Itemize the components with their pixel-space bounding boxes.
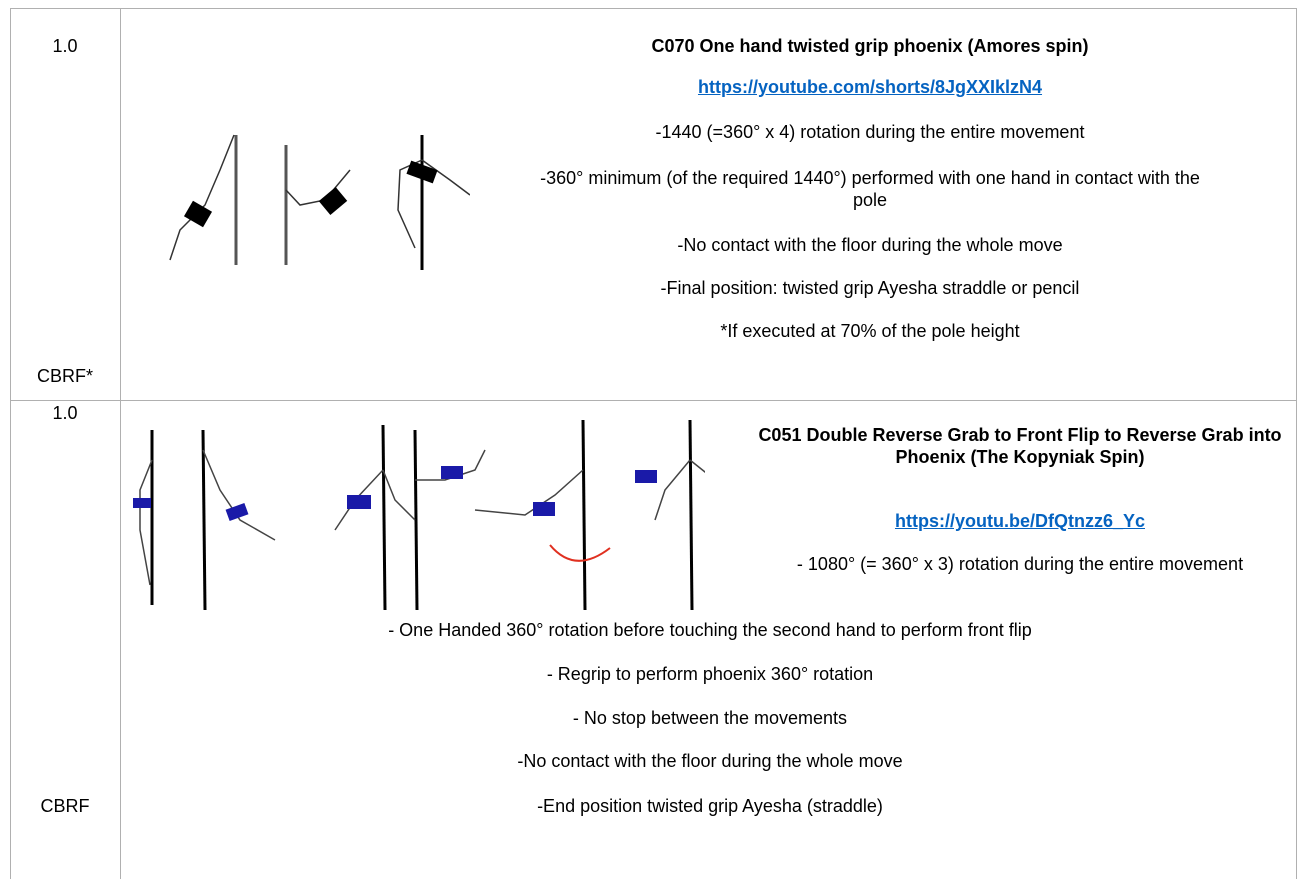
border xyxy=(120,8,121,879)
border xyxy=(10,400,1296,401)
rule-line: -End position twisted grip Ayesha (strad… xyxy=(537,796,883,816)
rule-line: -Final position: twisted grip Ayesha str… xyxy=(660,278,1080,298)
code: CBRF* xyxy=(36,366,93,386)
title: C051 Double Reverse Grab to Front Flip t… xyxy=(758,425,1282,467)
rule-line: -No contact with the floor during the wh… xyxy=(517,751,903,771)
rule-line: -360° minimum (of the required 1440°) pe… xyxy=(540,168,1200,210)
border xyxy=(10,8,11,879)
rule-line: - No stop between the movements xyxy=(572,708,848,728)
rule-line: -No contact with the floor during the wh… xyxy=(677,235,1063,255)
value: 1.0 xyxy=(52,403,78,423)
border xyxy=(1296,8,1297,879)
title: C070 One hand twisted grip phoenix (Amor… xyxy=(651,36,1089,56)
link[interactable]: https://youtube.com/shorts/8JgXXIklzN4 xyxy=(697,77,1043,97)
border xyxy=(10,8,1296,9)
value: 1.0 xyxy=(52,36,78,56)
rule-line: *If executed at 70% of the pole height xyxy=(720,321,1020,341)
rule-line: - One Handed 360° rotation before touchi… xyxy=(388,620,1032,640)
link[interactable]: https://youtu.be/DfQtnzz6_Yc xyxy=(894,511,1145,531)
rule-line: -1440 (=360° x 4) rotation during the en… xyxy=(655,122,1085,142)
code: CBRF xyxy=(40,796,90,816)
illustration xyxy=(133,419,705,610)
rule-line: - Regrip to perform phoenix 360° rotatio… xyxy=(546,664,874,684)
rule-line: - 1080° (= 360° x 3) rotation during the… xyxy=(796,554,1244,574)
illustration xyxy=(169,134,470,270)
